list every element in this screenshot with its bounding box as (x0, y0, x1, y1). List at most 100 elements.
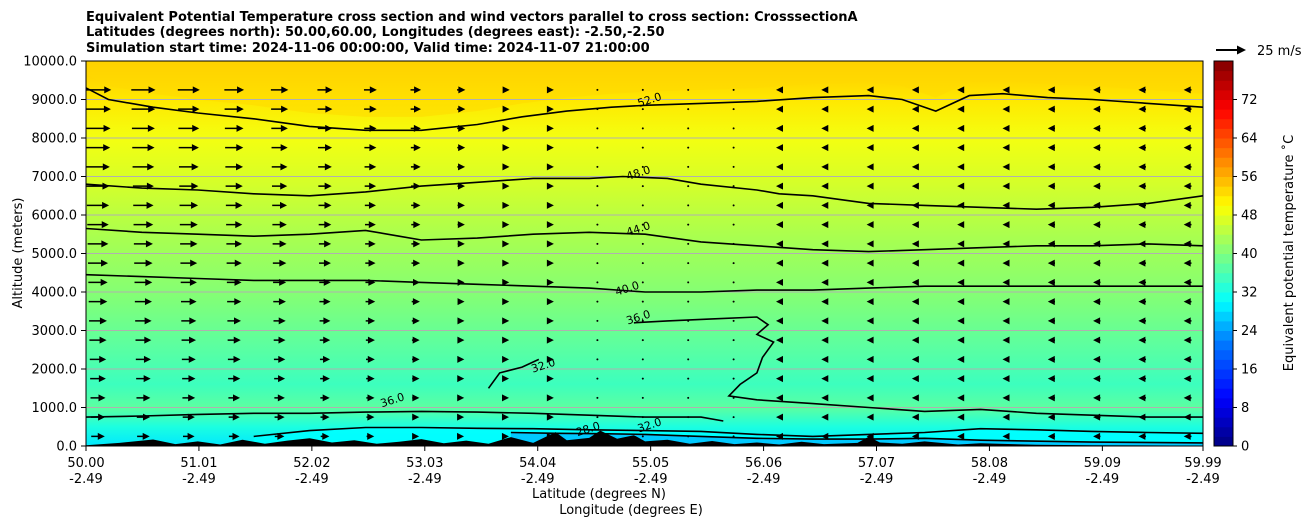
wind-vector (134, 298, 152, 306)
wind-vector-head (911, 259, 919, 267)
wind-vector-head (237, 86, 245, 94)
wind-vector-head (1093, 182, 1101, 190)
wind-vector (1183, 86, 1192, 94)
wind-vector (272, 201, 288, 209)
wind-vector-dot (732, 146, 735, 149)
wind-vector (732, 300, 735, 303)
wind-vector-dot (596, 262, 599, 265)
wind-vector-head (1002, 86, 1010, 94)
wind-vector (318, 182, 332, 190)
wind-vector-head (775, 144, 783, 152)
wind-vector (1138, 105, 1147, 113)
wind-vector (866, 221, 874, 229)
wind-vector-head (368, 240, 376, 248)
wind-vector (957, 105, 965, 113)
wind-vector-head (191, 182, 199, 190)
wind-vector-head (546, 298, 554, 306)
wind-vector-head (821, 336, 829, 344)
wind-vector-head (821, 375, 829, 383)
wind-vector-head (1138, 221, 1146, 229)
plot-area: 52.048.044.040.036.036.032.032.028.0 (85, 60, 1204, 447)
wind-vector (911, 298, 919, 306)
y-tick-label: 5000.0 (32, 247, 78, 262)
wind-vector-head (957, 144, 965, 152)
wind-vector-head (1002, 221, 1010, 229)
colorbar-step (1214, 359, 1233, 370)
wind-vector-head (911, 105, 919, 113)
x-tick-label-latitude: 55.05 (632, 456, 669, 471)
wind-vector (596, 358, 599, 361)
x-axis: 50.00-2.4951.01-2.4952.02-2.4953.03-2.49… (67, 446, 1222, 487)
wind-vector (641, 319, 644, 322)
wind-vector-head (277, 432, 285, 440)
wind-vector-head (233, 375, 241, 383)
wind-vector-dot (641, 204, 644, 207)
wind-vector (226, 240, 243, 248)
wind-vector-dot (687, 262, 690, 265)
wind-vector-head (1002, 298, 1010, 306)
wind-vector-head (1047, 182, 1055, 190)
wind-vector-head (1002, 105, 1010, 113)
wind-vector (596, 88, 599, 91)
wind-vector (502, 124, 510, 132)
wind-vector-head (325, 86, 333, 94)
wind-vector-head (502, 163, 510, 171)
wind-vector-head (458, 105, 466, 113)
wind-vector (363, 86, 377, 94)
wind-vector (366, 375, 375, 383)
wind-vector-head (232, 413, 240, 421)
wind-vector (775, 317, 783, 325)
colorbar-step (1214, 320, 1233, 331)
wind-vector-head (911, 336, 919, 344)
wind-vector (1047, 105, 1056, 113)
wind-vector-dot (687, 185, 690, 188)
wind-vector (411, 240, 421, 248)
wind-vector (457, 298, 465, 306)
wind-vector (271, 124, 288, 132)
wind-vector-head (413, 144, 421, 152)
wind-vector (457, 221, 465, 229)
wind-vector-head (1183, 317, 1191, 325)
wind-vector (821, 355, 829, 363)
wind-vector-head (821, 259, 829, 267)
wind-vector (911, 86, 919, 94)
wind-vector-head (866, 124, 874, 132)
wind-vector-head (911, 163, 919, 171)
wind-vector-head (143, 355, 151, 363)
wind-vector (1138, 259, 1147, 267)
wind-vector (1138, 336, 1147, 344)
wind-vector (775, 278, 783, 286)
wind-vector (775, 259, 783, 267)
wind-vector-head (1047, 259, 1055, 267)
terrain (86, 430, 1203, 446)
wind-vector (641, 300, 644, 303)
colorbar-step (1214, 138, 1233, 149)
wind-vector-head (1093, 144, 1101, 152)
wind-vector (1093, 124, 1101, 132)
colorbar-step (1214, 99, 1233, 110)
wind-vector-dot (732, 165, 735, 168)
wind-vector-head (324, 240, 332, 248)
wind-vector-head (190, 259, 198, 267)
chart-title-line-1: Equivalent Potential Temperature cross s… (86, 10, 858, 25)
colorbar-step (1214, 186, 1233, 197)
wind-vector-head (1002, 336, 1010, 344)
wind-vectors (86, 86, 1192, 440)
wind-vector (319, 336, 331, 344)
colorbar-step (1214, 61, 1233, 72)
wind-vector-head (1138, 278, 1146, 286)
wind-vector (135, 355, 151, 363)
wind-vector-head (1093, 375, 1101, 383)
x-tick-label-latitude: 57.07 (858, 456, 895, 471)
wind-vector (86, 144, 111, 152)
wind-vector (1138, 394, 1147, 402)
wind-vector (320, 432, 330, 440)
wind-vector (182, 394, 196, 402)
wind-vector (911, 221, 919, 229)
wind-vector-head (775, 221, 783, 229)
wind-vector-head (502, 375, 510, 383)
wind-vector (271, 163, 288, 171)
wind-vector (502, 278, 510, 286)
wind-vector (596, 127, 599, 130)
wind-vector (1002, 124, 1010, 132)
